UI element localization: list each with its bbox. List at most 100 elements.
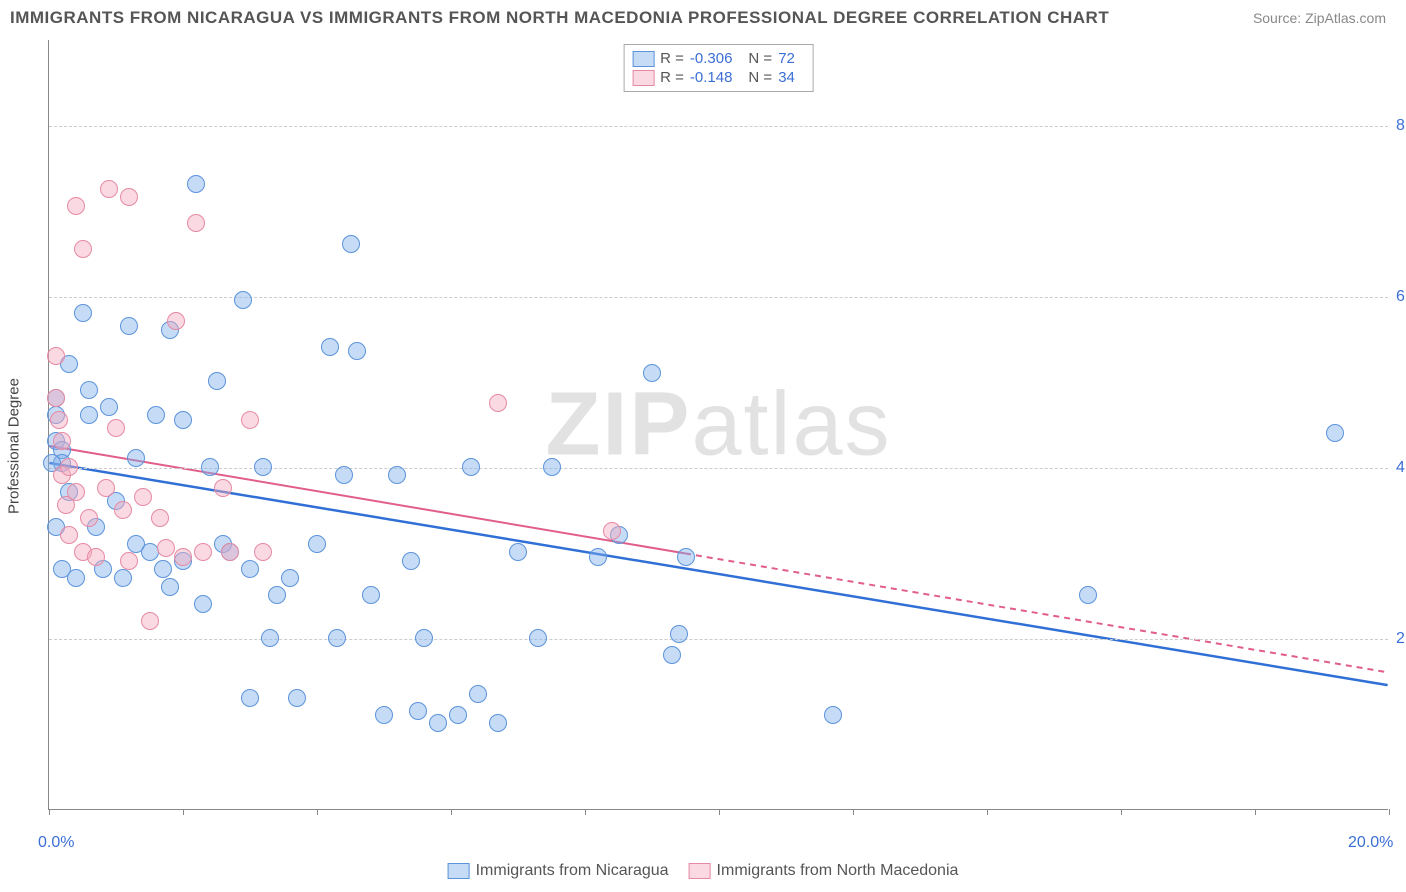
x-tick <box>1121 809 1122 815</box>
data-point-north-macedonia <box>141 612 159 630</box>
legend-N-value: 34 <box>778 69 795 86</box>
data-point-north-macedonia <box>60 458 78 476</box>
series-legend: Immigrants from NicaraguaImmigrants from… <box>448 862 959 880</box>
data-point-nicaragua <box>147 406 165 424</box>
x-tick <box>987 809 988 815</box>
data-point-nicaragua <box>53 560 71 578</box>
data-point-north-macedonia <box>120 188 138 206</box>
data-point-nicaragua <box>261 629 279 647</box>
data-point-north-macedonia <box>157 539 175 557</box>
data-point-nicaragua <box>127 449 145 467</box>
data-point-north-macedonia <box>53 432 71 450</box>
y-tick-label: 2.0% <box>1388 630 1406 648</box>
scatter-plot-area: ZIPatlas R =-0.306N =72R =-0.148N =34 2.… <box>48 40 1388 810</box>
gridline-h <box>49 126 1388 127</box>
data-point-nicaragua <box>348 342 366 360</box>
source-link[interactable]: ZipAtlas.com <box>1305 10 1386 26</box>
x-tick-label: 20.0% <box>1348 834 1393 852</box>
data-point-nicaragua <box>194 595 212 613</box>
legend-row-nicaragua: R = -0.306 N = 72 <box>632 49 805 68</box>
x-tick <box>183 809 184 815</box>
legend-N-label: N = <box>748 50 772 67</box>
data-point-nicaragua <box>375 706 393 724</box>
data-point-nicaragua <box>241 689 259 707</box>
data-point-nicaragua <box>141 543 159 561</box>
data-point-nicaragua <box>208 372 226 390</box>
data-point-nicaragua <box>449 706 467 724</box>
legend-N-value: 72 <box>778 50 795 67</box>
y-tick-label: 4.0% <box>1388 459 1406 477</box>
watermark: ZIPatlas <box>545 373 891 476</box>
data-point-north-macedonia <box>214 479 232 497</box>
legend-R-value: -0.306 <box>690 50 733 67</box>
data-point-nicaragua <box>234 291 252 309</box>
data-point-north-macedonia <box>60 526 78 544</box>
data-point-north-macedonia <box>194 543 212 561</box>
data-point-north-macedonia <box>114 501 132 519</box>
data-point-nicaragua <box>342 235 360 253</box>
chart-title: IMMIGRANTS FROM NICARAGUA VS IMMIGRANTS … <box>10 8 1109 28</box>
legend-R-label: R = <box>660 69 684 86</box>
x-tick-label: 0.0% <box>38 834 74 852</box>
data-point-north-macedonia <box>120 552 138 570</box>
data-point-north-macedonia <box>67 197 85 215</box>
data-point-nicaragua <box>462 458 480 476</box>
data-point-nicaragua <box>643 364 661 382</box>
x-tick <box>853 809 854 815</box>
data-point-nicaragua <box>268 586 286 604</box>
x-tick <box>719 809 720 815</box>
data-point-nicaragua <box>80 406 98 424</box>
data-point-nicaragua <box>154 560 172 578</box>
data-point-north-macedonia <box>187 214 205 232</box>
data-point-north-macedonia <box>67 483 85 501</box>
data-point-nicaragua <box>328 629 346 647</box>
data-point-north-macedonia <box>100 180 118 198</box>
trendline-north-macedonia-extrapolated <box>685 553 1388 672</box>
source-prefix: Source: <box>1253 10 1305 26</box>
data-point-north-macedonia <box>603 522 621 540</box>
legend-item-nicaragua: Immigrants from Nicaragua <box>448 862 669 880</box>
data-point-north-macedonia <box>489 394 507 412</box>
data-point-nicaragua <box>429 714 447 732</box>
x-tick <box>317 809 318 815</box>
data-point-north-macedonia <box>167 312 185 330</box>
source-attribution: Source: ZipAtlas.com <box>1253 10 1386 26</box>
data-point-nicaragua <box>543 458 561 476</box>
x-tick <box>451 809 452 815</box>
data-point-nicaragua <box>80 381 98 399</box>
data-point-nicaragua <box>1079 586 1097 604</box>
data-point-nicaragua <box>74 304 92 322</box>
data-point-north-macedonia <box>221 543 239 561</box>
legend-N-label: N = <box>748 69 772 86</box>
data-point-nicaragua <box>241 560 259 578</box>
y-tick-label: 8.0% <box>1388 117 1406 135</box>
data-point-nicaragua <box>321 338 339 356</box>
x-tick <box>1389 809 1390 815</box>
data-point-north-macedonia <box>80 509 98 527</box>
x-tick <box>1255 809 1256 815</box>
data-point-north-macedonia <box>97 479 115 497</box>
data-point-nicaragua <box>589 548 607 566</box>
data-point-nicaragua <box>1326 424 1344 442</box>
legend-row-north-macedonia: R =-0.148N =34 <box>632 68 805 87</box>
data-point-nicaragua <box>670 625 688 643</box>
data-point-nicaragua <box>201 458 219 476</box>
data-point-nicaragua <box>114 569 132 587</box>
data-point-nicaragua <box>529 629 547 647</box>
data-point-nicaragua <box>489 714 507 732</box>
data-point-nicaragua <box>100 398 118 416</box>
y-axis-label: Professional Degree <box>6 378 23 514</box>
data-point-nicaragua <box>161 578 179 596</box>
data-point-nicaragua <box>308 535 326 553</box>
data-point-north-macedonia <box>87 548 105 566</box>
legend-swatch <box>689 863 711 879</box>
gridline-h <box>49 639 1388 640</box>
data-point-nicaragua <box>469 685 487 703</box>
data-point-north-macedonia <box>50 411 68 429</box>
legend-R-label: R = <box>660 50 684 67</box>
data-point-north-macedonia <box>47 347 65 365</box>
data-point-nicaragua <box>281 569 299 587</box>
x-tick <box>585 809 586 815</box>
data-point-nicaragua <box>288 689 306 707</box>
legend-swatch <box>632 70 654 86</box>
